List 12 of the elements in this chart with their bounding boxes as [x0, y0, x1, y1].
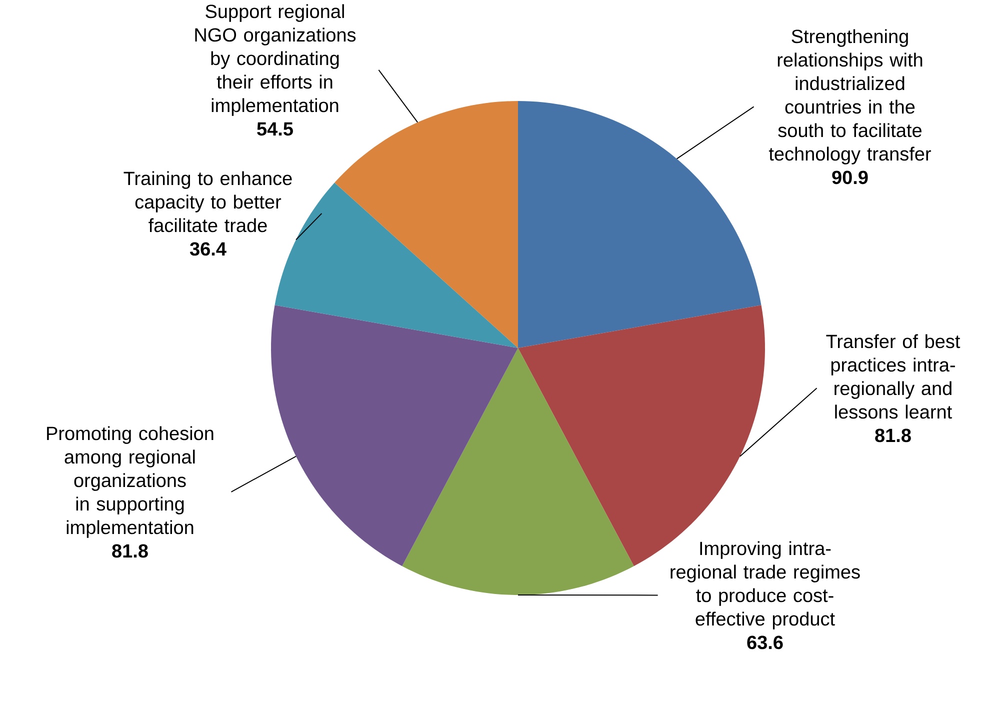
- data-label: 36.4: [190, 242, 226, 256]
- slice-label: Transfer of best practices intra-regionally and lessons learnt: [826, 334, 960, 419]
- slice-label: Support regional NGO organizations by coordinating their efforts in implementation: [195, 4, 356, 116]
- slice-label: Strengthening relationships with industrialized countries in the south to facilitate technology transfer: [768, 29, 931, 164]
- slice-label: Promoting cohesion among regional organizations in supporting implementation: [47, 426, 214, 538]
- data-label: 63.6: [747, 636, 783, 650]
- data-label: 90.9: [832, 170, 868, 184]
- slice-label: Training to enhance capacity to better facilitate trade: [124, 171, 292, 232]
- slice-label: Improving intra-regional trade regimes to produce cost-effective product: [670, 541, 860, 630]
- data-label: 54.5: [257, 122, 293, 136]
- data-label: 81.8: [875, 428, 911, 442]
- data-label: 81.8: [112, 544, 148, 558]
